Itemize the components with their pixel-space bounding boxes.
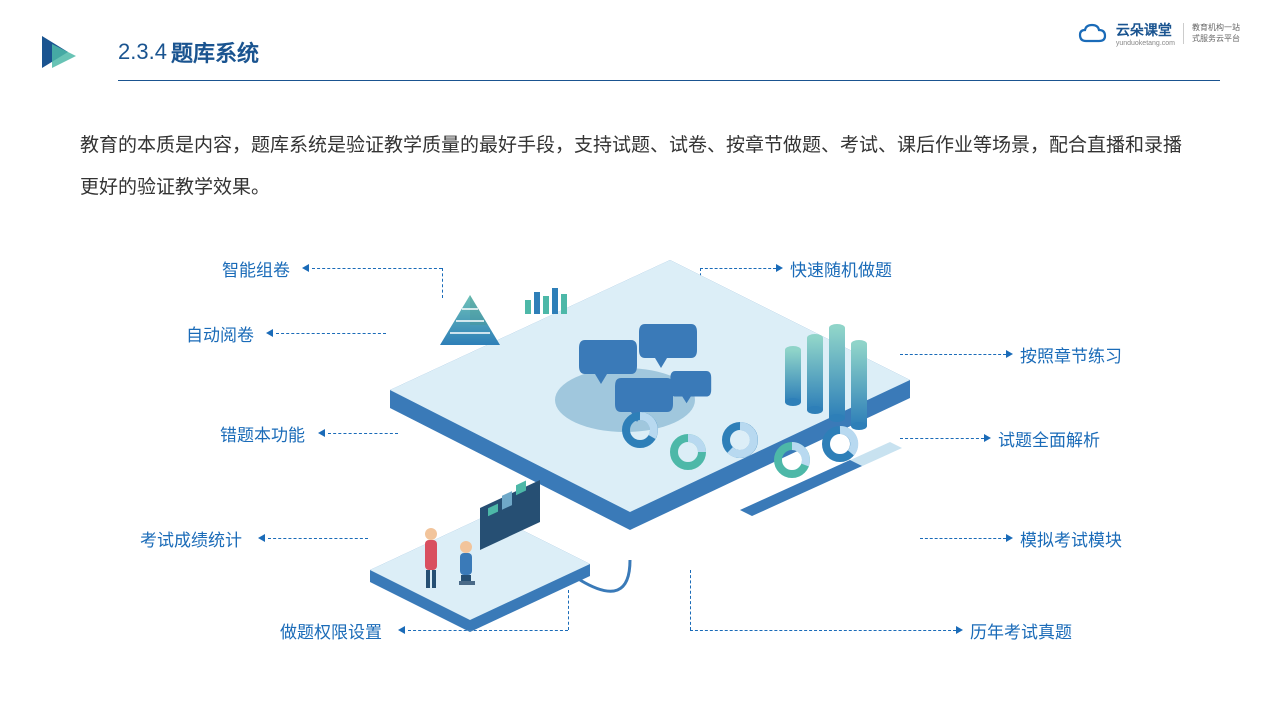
- feature-smart-paper: 智能组卷: [222, 256, 290, 281]
- arrow-icon: [1006, 350, 1013, 358]
- logo-tagline: 教育机构一站 式服务云平台: [1183, 23, 1240, 44]
- feature-mock-exam: 模拟考试模块: [1020, 526, 1122, 551]
- cloud-icon: [1078, 23, 1108, 45]
- feature-auto-grade: 自动阅卷: [186, 321, 254, 346]
- arrow-icon: [956, 626, 963, 634]
- arrow-icon: [302, 264, 309, 272]
- arrow-icon: [318, 429, 325, 437]
- feature-diagram: 智能组卷 自动阅卷 错题本功能 考试成绩统计 做题权限设置 快速随机做题 按照章…: [0, 220, 1280, 720]
- brand-logo: 云朵课堂 yunduoketang.com 教育机构一站 式服务云平台: [1078, 20, 1240, 47]
- feature-analysis: 试题全面解析: [998, 426, 1100, 451]
- arrow-icon: [258, 534, 265, 542]
- isometric-illustration: [340, 240, 940, 680]
- logo-domain: yunduoketang.com: [1116, 40, 1175, 47]
- feature-past-exams: 历年考试真题: [970, 618, 1072, 643]
- feature-chapter: 按照章节练习: [1020, 342, 1122, 367]
- feature-score-stats: 考试成绩统计: [140, 526, 242, 551]
- logo-brand: 云朵课堂: [1116, 20, 1175, 40]
- arrow-icon: [266, 329, 273, 337]
- play-icon: [38, 32, 78, 72]
- description-text: 教育的本质是内容，题库系统是验证教学质量的最好手段，支持试题、试卷、按章节做题、…: [80, 125, 1200, 209]
- section-number: 2.3.4: [118, 39, 167, 65]
- section-title: 题库系统: [171, 36, 259, 68]
- arrow-icon: [1006, 534, 1013, 542]
- feature-error-book: 错题本功能: [220, 421, 305, 446]
- title-underline: [118, 80, 1220, 81]
- arrow-icon: [984, 434, 991, 442]
